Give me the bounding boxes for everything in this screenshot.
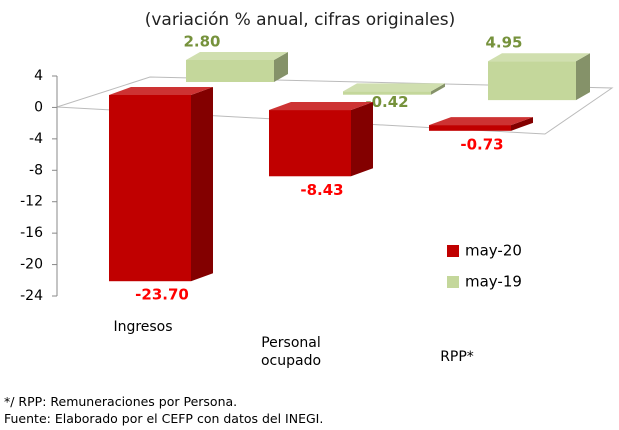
bar-side [431,83,445,95]
y-tick-label: -20 [20,257,43,273]
bar-side [191,87,213,282]
bar-top [269,102,373,111]
y-tick-label: -8 [29,162,43,178]
bar-top [186,52,288,60]
y-tick-label: 0 [34,99,43,115]
bar-front [343,91,431,95]
note: */ RPP: Remuneraciones por Persona. [4,394,238,409]
bar-front [488,61,576,101]
bar-side [511,117,533,131]
bar-top [343,83,445,92]
bar [343,83,445,95]
bar-top [488,53,590,62]
x-tick-label: Personal ocupado [260,335,322,369]
y-tick-label: -4 [29,131,43,147]
bar-side [274,52,288,82]
bar [429,117,533,131]
y-tick-label: -24 [20,288,43,304]
bar-front [429,125,511,131]
chart-title: (variación % anual, cifras originales) [145,10,456,30]
note: Fuente: Elaborado por el CEFP con datos … [4,411,324,426]
bar-side [576,53,590,101]
bar [488,53,590,101]
legend-swatch [447,245,459,257]
data-label: -0.42 [365,93,408,111]
bar [186,52,288,82]
legend-swatch [447,276,459,288]
bar-top [109,87,213,95]
bar [269,102,373,177]
x-tick-label: Ingresos [113,319,173,335]
data-label: -0.73 [460,135,503,153]
bar-side [351,102,373,177]
data-label: 4.95 [485,34,522,52]
data-label: -23.70 [135,286,189,304]
zero-plane [56,76,614,135]
y-tick-label: 4 [34,68,43,84]
y-tick-label: -12 [20,194,43,210]
legend-label: may-19 [465,273,522,291]
data-label: 2.80 [183,33,220,51]
y-tick-label: -16 [20,225,43,241]
bar-front [186,60,274,82]
data-label: -8.43 [300,181,343,199]
legend-label: may-20 [465,242,522,260]
bar [109,87,213,282]
x-tick-label: RPP* [440,349,474,365]
bar-top [429,117,533,126]
bar-front [109,95,191,282]
bar-front [269,110,351,177]
